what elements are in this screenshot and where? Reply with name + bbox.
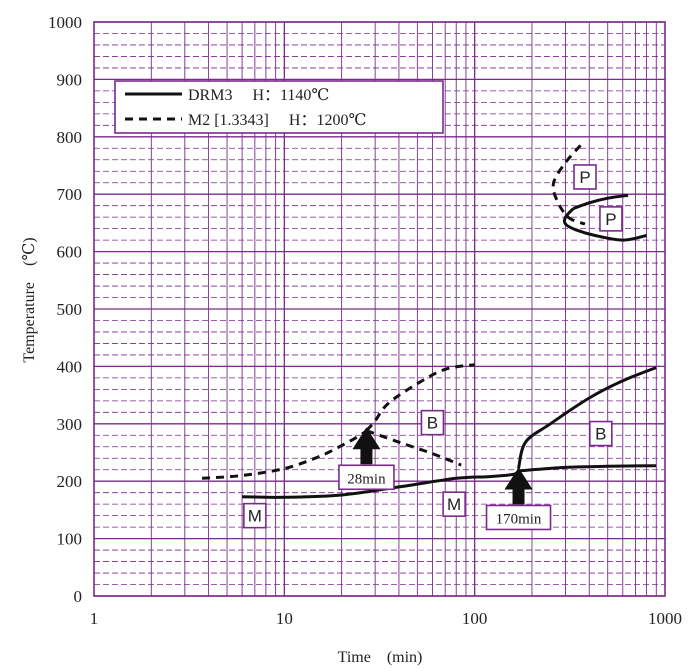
region-label-b: B xyxy=(420,409,445,436)
y-tick-label: 400 xyxy=(57,357,83,376)
curve-m2-ms-line xyxy=(202,429,368,480)
x-tick-label: 100 xyxy=(462,609,488,628)
region-label-text: P xyxy=(579,168,590,187)
arrow-head-icon xyxy=(352,427,381,450)
y-tick-label: 600 xyxy=(57,243,83,262)
annotation-28min: 28min xyxy=(338,427,395,491)
y-tick-label: 800 xyxy=(57,128,83,147)
arrow-head-icon xyxy=(504,467,533,490)
y-tick-label: 700 xyxy=(57,185,83,204)
curves xyxy=(202,144,657,499)
y-tick-label: 900 xyxy=(57,70,83,89)
region-label-b: B xyxy=(589,420,613,447)
y-axis-title: Temperature (℃) xyxy=(21,237,38,362)
annotation-label: 170min xyxy=(496,511,542,527)
region-label-text: M xyxy=(248,507,262,526)
region-label-box xyxy=(599,206,623,232)
annotation-label: 28min xyxy=(347,471,386,487)
x-tick-label: 10 xyxy=(276,609,293,628)
region-label-box xyxy=(243,502,267,529)
region-label-box xyxy=(442,491,466,517)
curve-drm3-bainite-start xyxy=(517,366,657,469)
y-tick-label: 100 xyxy=(57,530,83,549)
region-label-m: M xyxy=(243,502,267,529)
curve-drm3-pearlite-finish xyxy=(562,207,647,242)
region-label-text: M xyxy=(447,495,461,514)
region-label-box xyxy=(573,164,597,190)
annotation-box xyxy=(338,464,395,491)
arrow-shaft xyxy=(360,448,373,465)
region-labels: P P B B M M xyxy=(243,164,623,529)
curve-drm3-pearlite-start xyxy=(572,193,629,210)
curve-drm3-ms-line xyxy=(242,469,520,499)
legend: DRM3 H：1140℃ M2 [1.3343] H：1200℃ xyxy=(114,80,444,134)
y-tick-label: 0 xyxy=(74,587,83,606)
arrow-shaft xyxy=(512,488,525,505)
legend-box xyxy=(114,80,444,134)
y-tick-label: 500 xyxy=(57,300,83,319)
legend-label-drm3: DRM3 H：1140℃ xyxy=(188,87,329,104)
plot-frame xyxy=(93,21,666,597)
x-axis-title: Time (min) xyxy=(338,649,423,666)
annotations: 28min 170min xyxy=(338,427,552,531)
region-label-text: B xyxy=(595,425,606,444)
annotation-box xyxy=(485,504,552,531)
region-label-p: P xyxy=(573,164,597,190)
curve-drm3-bainite-finish xyxy=(518,464,657,473)
region-label-box xyxy=(589,420,613,447)
curve-m2-bainite-finish xyxy=(365,429,462,467)
region-label-text: B xyxy=(427,414,438,433)
x-tick-label: 1 xyxy=(90,609,99,628)
region-label-m: M xyxy=(442,491,466,517)
annotation-170min: 170min xyxy=(485,467,552,531)
region-label-p: P xyxy=(599,206,623,232)
legend-label-m2: M2 [1.3343] H：1200℃ xyxy=(188,112,366,129)
curve-m2-pearlite xyxy=(551,144,586,226)
tick-labels: 0 100 200 300 400 500 600 700 800 900 1000 1 10 100 10… xyxy=(48,13,682,628)
region-label-box xyxy=(420,409,445,436)
curve-m2-bainite-start xyxy=(365,363,475,432)
x-tick-label: 1000 xyxy=(648,609,682,628)
y-tick-label: 1000 xyxy=(48,13,82,32)
y-tick-label: 300 xyxy=(57,415,83,434)
y-tick-label: 200 xyxy=(57,472,83,491)
region-label-text: P xyxy=(605,210,616,229)
